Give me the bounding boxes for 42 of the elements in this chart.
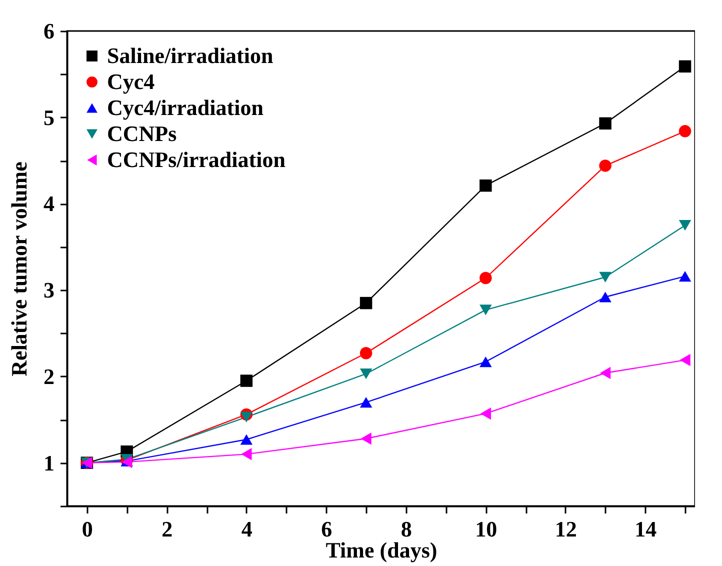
point <box>680 354 690 366</box>
point <box>240 434 253 445</box>
y-tick-label: 4 <box>44 191 54 216</box>
point <box>678 125 692 138</box>
point <box>480 407 491 420</box>
point <box>480 179 492 192</box>
legend-label: Cyc4 <box>107 69 155 94</box>
x-tick-label: 2 <box>162 516 173 542</box>
y-tick-label: 6 <box>44 18 54 44</box>
x-tick-label: 0 <box>82 516 93 542</box>
x-tick-label: 10 <box>475 516 498 542</box>
point <box>241 448 252 460</box>
x-tick-label: 12 <box>554 516 577 542</box>
point <box>599 117 612 130</box>
legend-label: CCNPs <box>107 121 178 146</box>
point <box>599 272 612 282</box>
y-tick-label: 3 <box>44 278 54 303</box>
point <box>480 272 492 284</box>
point <box>240 374 253 387</box>
point <box>600 366 611 380</box>
legend-label: Saline/irradiation <box>107 43 274 68</box>
point <box>360 347 372 360</box>
point <box>360 397 372 408</box>
point <box>360 432 372 445</box>
point <box>480 356 492 368</box>
x-tick-label: 4 <box>241 516 252 542</box>
legend-label: CCNPs/irradiation <box>107 147 286 172</box>
legend-label: Cyc4/irradiation <box>107 95 264 120</box>
point <box>360 368 372 380</box>
point <box>678 60 692 73</box>
point <box>599 292 612 302</box>
point <box>480 304 492 316</box>
y-tick-label: 1 <box>44 450 54 476</box>
y-tick-label: 5 <box>44 104 54 130</box>
point <box>240 412 253 422</box>
point <box>360 296 372 310</box>
point <box>599 160 612 172</box>
point <box>678 270 692 282</box>
y-tick-label: 2 <box>44 364 54 389</box>
x-tick-label: 14 <box>634 516 657 542</box>
y-axis-title: Relative tumor volume <box>6 161 32 376</box>
point <box>678 220 692 231</box>
